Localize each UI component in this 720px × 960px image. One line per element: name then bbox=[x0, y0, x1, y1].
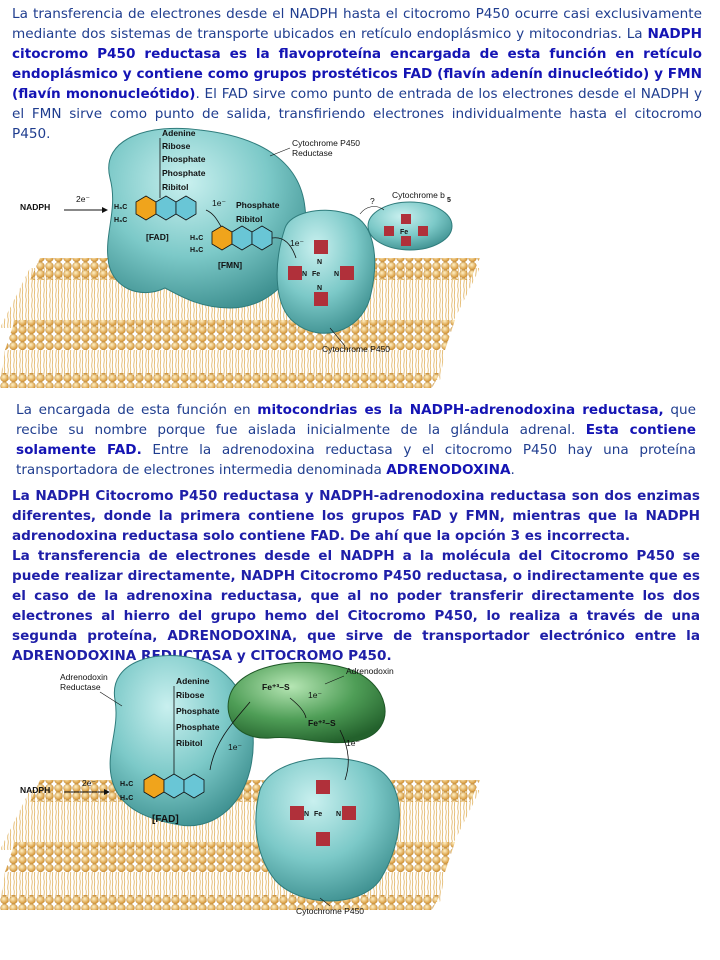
svg-text:Phosphate: Phosphate bbox=[176, 706, 220, 716]
fad-ring: H₃C H₃C [FAD] bbox=[114, 195, 197, 242]
b5-label: Cytochrome b 5 ? Fe bbox=[359, 190, 451, 246]
svg-text:Adrenodoxin: Adrenodoxin bbox=[60, 672, 108, 682]
p450-protein bbox=[276, 209, 376, 334]
adrenodoxin-protein bbox=[227, 662, 386, 744]
fe3-label: Fe⁺³–S bbox=[262, 682, 290, 692]
svg-text:Ribitol: Ribitol bbox=[176, 738, 202, 748]
nadph-label: NADPH bbox=[20, 202, 50, 212]
fmn-ribitol: Ribitol bbox=[236, 214, 262, 224]
mitochondria-paragraph: La encargada de esta función en mitocond… bbox=[16, 400, 696, 480]
svg-text:N: N bbox=[334, 271, 339, 278]
svg-text:Phosphate: Phosphate bbox=[176, 722, 220, 732]
svg-text:Cytochrome P450: Cytochrome P450 bbox=[296, 906, 364, 916]
fe2-label: Fe⁺²–S bbox=[308, 718, 336, 728]
svg-text:Reductase: Reductase bbox=[292, 148, 333, 158]
svg-text:H₃C: H₃C bbox=[120, 781, 133, 788]
p2-run-4: Entre la adrenodoxina reductasa y el cit… bbox=[16, 442, 696, 478]
p450-protein-2 bbox=[255, 757, 400, 902]
svg-text:Reductase: Reductase bbox=[60, 682, 101, 692]
nadph-label-2: NADPH bbox=[20, 785, 50, 795]
microsomal-p450-diagram: NADPH 2e⁻ Adenine Ribose Phosphate Phosp… bbox=[0, 127, 480, 388]
svg-text:H₃C: H₃C bbox=[114, 204, 127, 211]
svg-text:Adenine: Adenine bbox=[176, 676, 210, 686]
p1-run-2: . El FAD sirve como punto de entrada de … bbox=[12, 86, 702, 142]
one-e-fad: 1e⁻ bbox=[212, 198, 226, 208]
b5-protein bbox=[367, 201, 453, 251]
one-e-adx-2: 1e⁻ bbox=[346, 738, 360, 748]
svg-text:N: N bbox=[317, 285, 322, 292]
nadph-arrowhead bbox=[102, 207, 108, 213]
svg-text:H₃C: H₃C bbox=[120, 795, 133, 802]
svg-text:N: N bbox=[304, 811, 309, 818]
p2-run-6: . bbox=[510, 462, 515, 478]
fmn-label: [FMN] bbox=[218, 260, 242, 270]
question-mark: ? bbox=[370, 196, 375, 206]
two-e-label-2: 2e⁻ bbox=[82, 778, 96, 788]
svg-text:Fe: Fe bbox=[314, 811, 322, 818]
svg-text:Cytochrome P450: Cytochrome P450 bbox=[292, 138, 360, 148]
fad-stack-2: Adenine Ribose Phosphate Phosphate Ribit… bbox=[173, 676, 220, 780]
one-e-adx-1: 1e⁻ bbox=[308, 690, 322, 700]
p2-run-0: La encargada de esta función en bbox=[16, 402, 258, 418]
stack-adenine: Adenine bbox=[162, 128, 196, 138]
stack-ribose: Ribose bbox=[162, 141, 191, 151]
stack-ribitol: Ribitol bbox=[162, 182, 188, 192]
summary-paragraph: La NADPH Citocromo P450 reductasa y NADP… bbox=[12, 486, 700, 666]
p450-label-2: Cytochrome P450 bbox=[296, 897, 364, 916]
svg-text:Fe: Fe bbox=[400, 229, 408, 236]
one-e-fmn: 1e⁻ bbox=[290, 238, 304, 248]
p1-run-0: La transferencia de electrones desde el … bbox=[12, 6, 702, 42]
svg-text:5: 5 bbox=[447, 197, 451, 204]
fmn-phosphate: Phosphate bbox=[236, 200, 280, 210]
adrenodoxin-label: Adrenodoxin bbox=[324, 666, 394, 685]
svg-text:Fe: Fe bbox=[312, 271, 320, 278]
heme-group-2: N Fe N bbox=[290, 780, 356, 846]
intro-paragraph: La transferencia de electrones desde el … bbox=[12, 4, 702, 144]
p1-run-1: NADPH citocromo P450 reductasa es la fla… bbox=[12, 26, 702, 102]
fad-stack: Adenine Ribose Phosphate Phosphate Ribit… bbox=[159, 128, 206, 198]
two-e-label: 2e⁻ bbox=[76, 194, 90, 204]
fad-ring-2: H₃C H₃C [FAD] bbox=[120, 773, 205, 825]
p2-run-2: que recibe su nombre porque fue aislada … bbox=[16, 402, 696, 438]
fad-label-2: [FAD] bbox=[152, 814, 179, 825]
reductase-label-2: Adrenodoxin Reductase bbox=[60, 672, 123, 707]
svg-text:N: N bbox=[302, 271, 307, 278]
reductase-label: Cytochrome P450 Reductase bbox=[269, 138, 360, 158]
heme-group: N Fe N N N bbox=[288, 240, 354, 306]
svg-text:N: N bbox=[336, 811, 341, 818]
summary-line-2: La transferencia de electrones desde el … bbox=[12, 548, 700, 664]
stack-phosphate-1: Phosphate bbox=[162, 154, 206, 164]
svg-text:Ribose: Ribose bbox=[176, 690, 205, 700]
svg-text:Cytochrome P450: Cytochrome P450 bbox=[322, 344, 390, 354]
one-e-adr: 1e⁻ bbox=[228, 742, 242, 752]
fad-label: [FAD] bbox=[146, 232, 169, 242]
summary-line-1: La NADPH Citocromo P450 reductasa y NADP… bbox=[12, 488, 700, 544]
p2-run-1: mitocondrias es la NADPH-adrenodoxina re… bbox=[257, 402, 664, 418]
svg-text:H₃C: H₃C bbox=[190, 247, 203, 254]
svg-text:Adrenodoxin: Adrenodoxin bbox=[346, 666, 394, 676]
stack-phosphate-2: Phosphate bbox=[162, 168, 206, 178]
svg-text:N: N bbox=[317, 259, 322, 266]
p2-run-3: Esta contiene solamente FAD. bbox=[16, 422, 697, 458]
p2-run-5: ADRENODOXINA bbox=[386, 462, 511, 478]
reductase-protein bbox=[107, 127, 307, 309]
svg-text:H₃C: H₃C bbox=[190, 235, 203, 242]
svg-text:Cytochrome b: Cytochrome b bbox=[392, 190, 445, 200]
p450-label: Cytochrome P450 bbox=[322, 327, 390, 354]
svg-text:H₃C: H₃C bbox=[114, 217, 127, 224]
lipid-bilayer-2 bbox=[0, 780, 480, 910]
mitochondrial-p450-diagram: NADPH 2e⁻ Adrenodoxin Reductase Adenine … bbox=[0, 655, 480, 916]
fmn-group: Phosphate Ribitol H₃C H₃C [FMN] bbox=[190, 200, 280, 270]
